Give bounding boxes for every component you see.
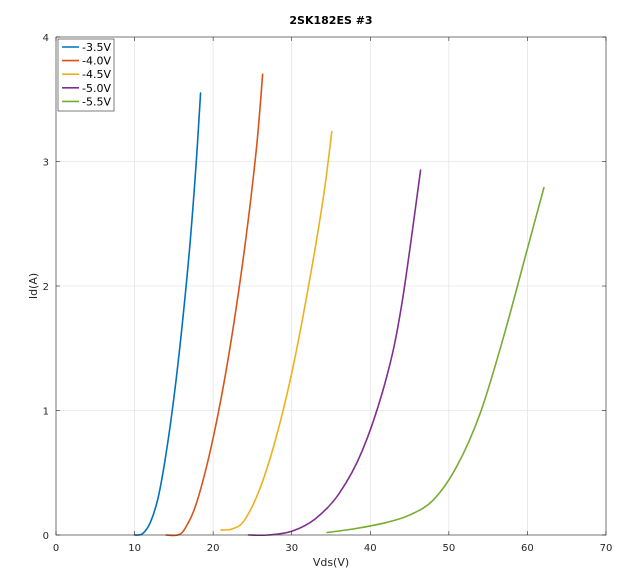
legend-box xyxy=(57,38,115,112)
chart-title: 2SK182ES #3 xyxy=(289,14,372,27)
legend-entry-4: -5.0V xyxy=(82,82,111,95)
legend-entry-5: -5.5V xyxy=(82,95,111,108)
x-tick-label: 70 xyxy=(600,543,613,554)
series-line-2 xyxy=(165,73,264,537)
y-tick-label: 3 xyxy=(43,158,49,169)
series-line-4 xyxy=(247,169,422,537)
legend: -3.5V-4.0V-4.5V-5.0V-5.5V xyxy=(57,38,115,112)
legend-entry-3: -4.5V xyxy=(82,68,111,81)
axis-ticks: 0 10 20 30 40 50 60 70 0 1 2 3 4 xyxy=(43,33,613,554)
y-axis-label: Id(A) xyxy=(27,273,40,299)
series-line-1 xyxy=(133,92,202,536)
legend-entry-2: -4.0V xyxy=(82,55,111,68)
series-line-5 xyxy=(326,186,545,534)
y-tick-label: 4 xyxy=(43,33,49,44)
legend-entry-1: -3.5V xyxy=(82,41,111,54)
series-line-3 xyxy=(220,130,333,531)
y-tick-label: 1 xyxy=(43,407,49,418)
x-tick-label: 50 xyxy=(442,543,455,554)
x-tick-label: 30 xyxy=(285,543,298,554)
x-tick-label: 20 xyxy=(207,543,220,554)
plot-area: 0 10 20 30 40 50 60 70 0 1 2 3 4 xyxy=(43,33,613,554)
series-layer xyxy=(133,73,545,537)
x-axis-label: Vds(V) xyxy=(313,556,349,569)
x-tick-label: 0 xyxy=(53,543,59,554)
x-tick-label: 10 xyxy=(128,543,141,554)
y-tick-label: 2 xyxy=(43,282,49,293)
x-tick-label: 60 xyxy=(521,543,534,554)
y-tick-label: 0 xyxy=(43,531,49,542)
x-tick-label: 40 xyxy=(364,543,377,554)
